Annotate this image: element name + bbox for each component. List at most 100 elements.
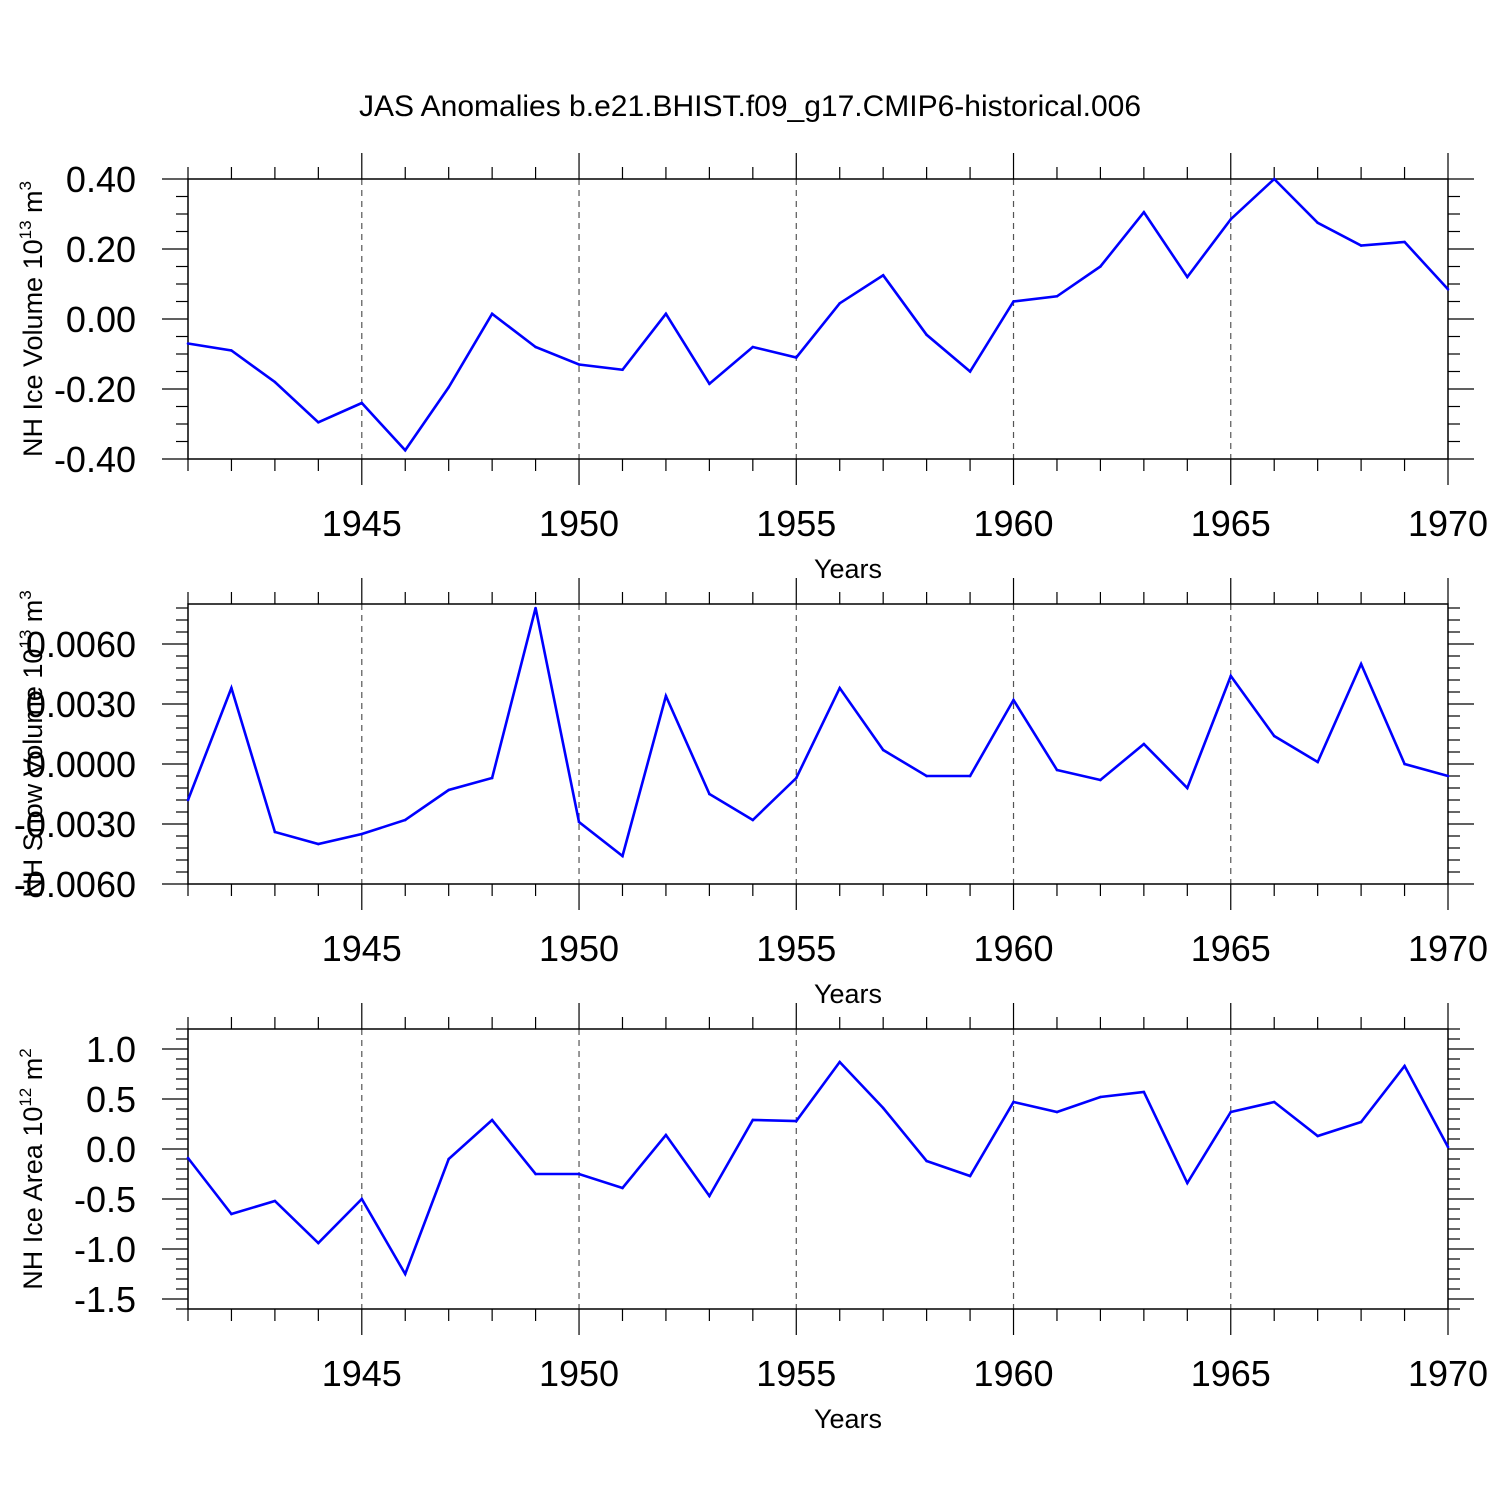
data-point [577,363,581,366]
data-point [186,342,190,345]
data-point [1272,734,1276,738]
y-axis-label-exponent: 13 [16,630,35,649]
x-tick-label: 1950 [539,1353,619,1394]
data-point [577,820,581,824]
figure-title: JAS Anomalies b.e21.BHIST.f09_g17.CMIP6-… [359,90,1141,123]
x-tick-label: 1945 [322,1353,402,1394]
data-point [1186,1181,1189,1185]
data-point [881,273,885,277]
data-point [360,1197,364,1201]
data-point [1272,1100,1276,1104]
series-line [187,177,1449,453]
data-point [881,1106,885,1110]
data-point [1446,1145,1450,1149]
data-point [534,1172,537,1176]
data-point [1142,1090,1146,1094]
data-point [1403,240,1406,244]
data-point [1229,1110,1233,1114]
y-tick-label: 0.0060 [26,624,136,665]
data-point [751,345,755,349]
y-axis-label-unit-exponent: 3 [16,181,35,190]
data-point [534,345,537,349]
data-point [621,1186,624,1190]
data-point [273,830,277,834]
data-point [1403,762,1406,766]
panel-1: 1945 1950 1955 1960 1965 1970 -0.40 -0.20 0.00 0.… [16,153,1488,584]
data-point [794,356,798,359]
data-point [1446,287,1450,291]
data-point [230,1212,233,1216]
data-point [490,312,494,316]
data-point [317,842,320,846]
data-point [621,854,624,858]
data-point [534,606,537,610]
data-point [1446,774,1450,778]
data-point [1316,1134,1319,1138]
data-point [1359,244,1363,247]
data-point [664,694,668,698]
y-axis-label-exponent: 13 [16,220,35,239]
x-tick-label: 1960 [973,503,1053,544]
x-tick-label: 1950 [539,503,619,544]
data-point [1099,778,1102,782]
y-axis-label-unit: m [18,1058,48,1088]
y-tick-label: -1.0 [74,1229,136,1270]
y-tick-label: -0.5 [74,1179,136,1220]
data-point [273,380,277,384]
x-tick-label: 1965 [1191,1353,1271,1394]
y-axis-label: NH Ice Area 1012 m2 [16,1048,48,1289]
y-tick-label: -0.0030 [14,804,136,845]
data-point [1012,1100,1015,1104]
data-point [186,1156,190,1160]
data-point [230,686,233,690]
x-tick-label: 1955 [756,928,836,969]
data-point [230,349,233,352]
x-tick-label: 1960 [973,928,1053,969]
data-point [186,798,190,802]
x-tick-label: 1950 [539,928,619,969]
data-point [1359,662,1363,666]
data-point [1012,300,1015,303]
y-axis-label-text: NH Snow Volume 10 [18,649,48,898]
panels: 1945 1950 1955 1960 1965 1970 -0.40 -0.20 0.00 0.… [14,153,1488,1434]
data-point [1186,275,1189,279]
x-tick-label: 1970 [1408,1353,1488,1394]
data-point [1403,1064,1406,1068]
data-point [1142,210,1146,214]
y-tick-label: 1.0 [86,1029,136,1070]
data-point [317,1241,320,1245]
data-point [925,1159,928,1163]
data-point [881,748,885,752]
y-tick-label: 0.0000 [26,744,136,785]
x-tick-label: 1970 [1408,928,1488,969]
data-point [1055,294,1059,298]
y-axis-label-text: NH Ice Volume 10 [18,239,48,457]
data-point [317,420,320,424]
data-point [360,832,364,836]
plot-frame [187,178,1449,460]
data-point [1272,177,1276,181]
y-tick-label: 0.5 [86,1079,136,1120]
data-point [1229,674,1233,678]
y-axis-label-exponent: 12 [16,1088,35,1107]
data-point [838,1060,842,1064]
y-axis-label: NH Ice Volume 1013 m3 [16,181,48,457]
data-point [490,776,494,780]
y-tick-label: 0.20 [66,229,136,270]
data-point [968,1174,972,1178]
data-point [838,686,842,690]
data-point [403,448,407,452]
x-axis-label: Years [814,1404,882,1434]
data-point [403,1272,407,1276]
data-point [708,1194,711,1198]
x-tick-label: 1945 [322,928,402,969]
data-point [1186,786,1189,790]
y-tick-label: 0.00 [66,299,136,340]
x-tick-label: 1965 [1191,928,1271,969]
data-point [360,401,364,405]
series-line [186,607,1449,859]
data-point [968,370,972,373]
data-point [925,774,928,778]
data-point [708,382,711,386]
data-point [664,312,668,316]
